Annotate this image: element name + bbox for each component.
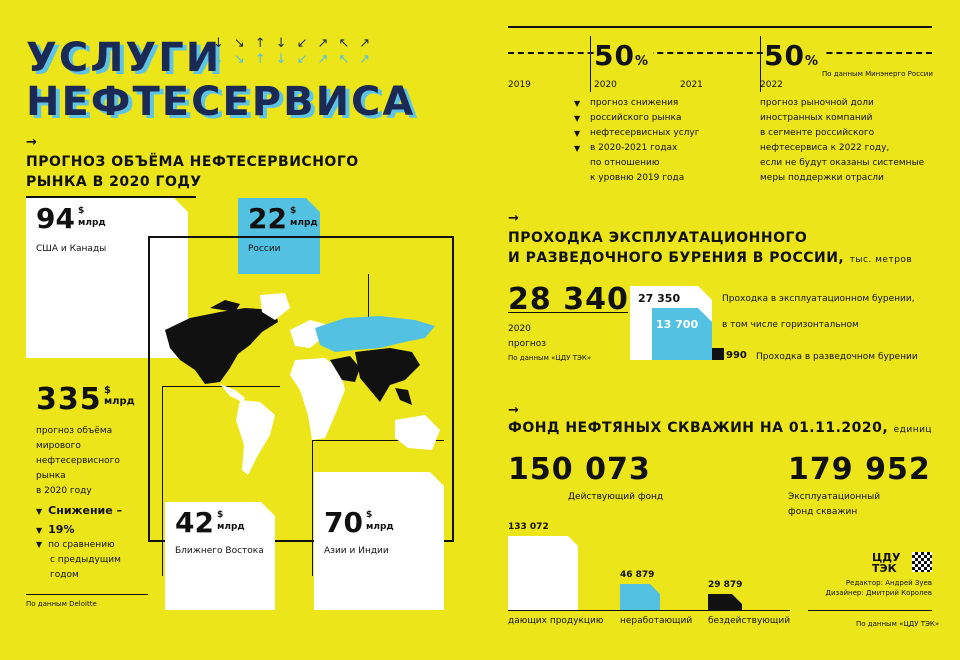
wells-bar-label: неработающий [620, 616, 693, 626]
divider [508, 26, 932, 28]
drilling-heading: ПРОХОДКА ЭКСПЛУАТАЦИОННОГО И РАЗВЕДОЧНОГ… [508, 230, 913, 266]
wells-bar-label: бездействующий [708, 616, 791, 626]
logo-icon [912, 552, 932, 572]
decorative-arrows: ↓↘↑↓↙↗↖↗ ↓↘↑↓↙↗↖↗ [213, 36, 381, 67]
forecast-percent: 50% [594, 40, 653, 78]
year-label: 2022 [760, 80, 783, 90]
world-map [165, 293, 440, 475]
region-card-asia: 70 $ млрд Азии и Индии [314, 472, 444, 610]
wells-bar-value: 133 072 [508, 522, 549, 532]
source-note: По данным Deloitte [26, 600, 97, 608]
credits: Редактор: Андрей Зуев Дизайнер: Дмитрий К… [825, 579, 932, 597]
region-label: США и Канады [36, 244, 107, 254]
section-arrow-icon: → [508, 211, 519, 226]
section-arrow-icon: → [26, 135, 37, 150]
wells-bar-value: 29 879 [708, 580, 743, 590]
world-value: 335 [36, 382, 102, 417]
region-unit: млрд [366, 522, 394, 532]
divider [162, 386, 280, 387]
region-unit: млрд [217, 522, 245, 532]
logo: ЦДУ ТЭК [872, 551, 901, 575]
divider [26, 594, 148, 595]
wells-heading: ФОНД НЕФТЯНЫХ СКВАЖИН НА 01.11.2020, еди… [508, 420, 933, 436]
triangle-down-icon: ▼ [36, 540, 43, 549]
timeline [508, 52, 932, 54]
operational-wells-value: 179 952 [788, 452, 931, 487]
section-arrow-icon: → [508, 403, 519, 418]
triangle-down-icon: ▼ [36, 507, 43, 516]
forecast-bullets: ▼ ▼ ▼ ▼ [574, 96, 580, 156]
source-note: По данным «ЦДУ ТЭК» [508, 354, 592, 362]
source-note: По данным «ЦДУ ТЭК» [856, 620, 940, 628]
decline-block: ▼ Снижение – ▼ 19% [36, 502, 122, 540]
drilling-total-label: 2020 прогноз [508, 324, 547, 349]
region-label: Ближнего Востока [175, 546, 264, 556]
exploitation-value: 27 350 [638, 292, 681, 305]
region-card-middle-east: 42 $ млрд Ближнего Востока [165, 502, 275, 610]
region-value: 22 [248, 202, 287, 235]
wells-bar [508, 536, 578, 610]
world-frame [148, 236, 454, 542]
divider [312, 440, 313, 576]
wells-bar-value: 46 879 [620, 570, 655, 580]
region-unit: $ [366, 510, 373, 520]
region-card-usa: 94 $ млрд США и Канады [26, 198, 188, 358]
drilling-total: 28 340 [508, 282, 629, 317]
exploitation-label: Проходка в эксплуатационном бурении, [722, 294, 915, 304]
forecast-description: прогноз снижения российского рынка нефте… [590, 98, 700, 183]
year-label: 2021 [680, 80, 703, 90]
foreign-share-percent: 50% [764, 40, 823, 78]
region-value: 94 [36, 202, 75, 235]
source-note: По данным Минэнерго России [822, 70, 933, 78]
year-label: 2019 [508, 80, 531, 90]
triangle-down-icon: ▼ [574, 99, 581, 108]
region-unit: $ [78, 206, 85, 216]
decline-description: ▼ по сравнению с предыдущим годом [36, 537, 121, 583]
wells-bar-label: дающих продукцию [508, 616, 604, 626]
divider [508, 312, 628, 313]
divider [760, 36, 761, 92]
triangle-down-icon: ▼ [36, 526, 43, 535]
horizontal-label: в том числе горизонтальном [722, 320, 859, 330]
exploration-value: 990 [726, 350, 747, 361]
region-unit: $ [290, 206, 297, 216]
active-wells-value: 150 073 [508, 452, 651, 487]
divider [162, 386, 163, 576]
world-unit: $ млрд [104, 385, 135, 407]
region-unit: млрд [78, 218, 106, 228]
divider [26, 196, 196, 198]
horizontal-value: 13 700 [656, 318, 699, 331]
region-value: 70 [324, 506, 363, 539]
world-description: прогноз объёма мирового нефтесервисного … [36, 426, 120, 496]
horizontal-box: 13 700 [652, 308, 712, 360]
divider [312, 440, 444, 441]
market-heading: ПРОГНОЗ ОБЪЁМА НЕФТЕСЕРВИСНОГО РЫНКА В 2… [26, 154, 359, 190]
year-label: 2020 [594, 80, 617, 90]
exploration-label: Проходка в разведочном бурении [756, 352, 918, 362]
operational-wells-label: Эксплуатационный фонд скважин [788, 492, 881, 517]
foreign-share-description: прогноз рыночной доли иностранных компан… [760, 98, 925, 183]
divider [808, 610, 932, 611]
divider [368, 274, 369, 334]
region-unit: $ [217, 510, 224, 520]
region-label: России [248, 244, 281, 254]
chart-baseline [508, 610, 790, 611]
page-title: УСЛУГИ НЕФТЕСЕРВИСА [26, 35, 416, 125]
active-wells-label: Действующий фонд [568, 492, 664, 502]
wells-bar [620, 584, 660, 610]
region-label: Азии и Индии [324, 546, 389, 556]
divider [590, 36, 591, 92]
wells-bar [708, 594, 742, 610]
region-unit: млрд [290, 218, 318, 228]
exploration-box [712, 348, 724, 360]
region-value: 42 [175, 506, 214, 539]
